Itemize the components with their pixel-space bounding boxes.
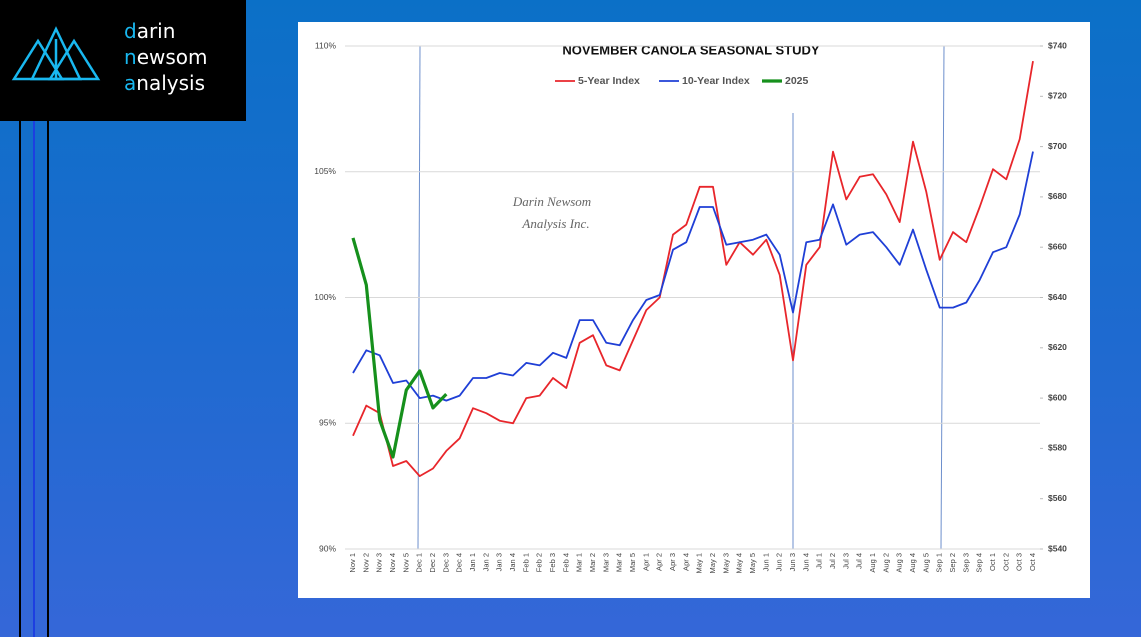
y-tick-label: 100% — [314, 292, 336, 302]
x-tick-label: Feb 2 — [535, 553, 544, 572]
x-tick-label: Sep 1 — [935, 553, 944, 573]
chart-panel — [298, 22, 1090, 598]
series-line — [352, 151, 1034, 402]
y2-tick-label: $620 — [1048, 342, 1067, 352]
x-tick-label: Dec 3 — [441, 553, 450, 573]
x-tick-label: Oct 3 — [1015, 553, 1024, 571]
x-tick-label: Jan 1 — [468, 553, 477, 571]
series-line — [351, 237, 448, 459]
x-tick-label: Mar 1 — [575, 553, 584, 572]
x-tick-label: Jun 2 — [775, 553, 784, 571]
x-tick-label: Oct 1 — [988, 553, 997, 571]
legend-label: 10-Year Index — [682, 75, 750, 87]
x-tick-label: Nov 4 — [388, 553, 397, 573]
x-tick-label: Oct 2 — [1001, 553, 1010, 571]
x-tick-label: Jul 1 — [815, 553, 824, 569]
logo-word: darin — [124, 19, 176, 43]
watermark: Darin Newsom — [512, 194, 591, 209]
y2-tick-label: $740 — [1048, 40, 1067, 50]
x-tick-label: Apr 3 — [668, 553, 677, 571]
chart-title: NOVEMBER CANOLA SEASONAL STUDY — [562, 42, 819, 57]
x-tick-label: Jul 3 — [841, 553, 850, 569]
x-tick-label: Aug 3 — [895, 553, 904, 573]
x-tick-label: Feb 1 — [521, 553, 530, 572]
y2-tick-label: $720 — [1048, 91, 1067, 101]
x-tick-label: Dec 4 — [455, 553, 464, 573]
y-tick-label: 90% — [319, 543, 336, 553]
x-tick-label: Jan 3 — [495, 553, 504, 571]
legend-label: 5-Year Index — [578, 75, 640, 87]
y2-tick-label: $580 — [1048, 443, 1067, 453]
watermark: Analysis Inc. — [521, 216, 589, 231]
x-tick-label: Aug 4 — [908, 553, 917, 573]
x-tick-label: Oct 4 — [1028, 553, 1037, 571]
x-tick-label: May 4 — [735, 553, 744, 573]
x-tick-label: Jun 1 — [761, 553, 770, 571]
x-tick-label: Feb 4 — [561, 553, 570, 572]
x-tick-label: Aug 5 — [921, 553, 930, 573]
x-tick-label: Apr 2 — [655, 553, 664, 571]
y2-tick-label: $560 — [1048, 493, 1067, 503]
series-line — [352, 60, 1034, 477]
x-tick-label: Sep 2 — [948, 553, 957, 573]
x-tick-label: Sep 4 — [975, 553, 984, 573]
y2-tick-label: $700 — [1048, 141, 1067, 151]
y2-tick-label: $660 — [1048, 241, 1067, 251]
x-tick-label: Jun 3 — [788, 553, 797, 571]
x-tick-label: Nov 2 — [361, 553, 370, 573]
y2-tick-label: $600 — [1048, 392, 1067, 402]
x-tick-label: Nov 1 — [348, 553, 357, 573]
x-tick-label: Jan 2 — [481, 553, 490, 571]
logo-word: analysis — [124, 71, 205, 95]
x-tick-label: Jul 2 — [828, 553, 837, 569]
x-tick-label: May 5 — [748, 553, 757, 573]
logo-mark — [11, 26, 101, 81]
y2-tick-label: $540 — [1048, 543, 1067, 553]
x-tick-label: Jan 4 — [508, 553, 517, 571]
x-tick-label: Aug 1 — [868, 553, 877, 573]
x-tick-label: Nov 3 — [375, 553, 384, 573]
x-tick-label: Sep 3 — [961, 553, 970, 573]
x-tick-label: Jul 4 — [855, 553, 864, 569]
x-tick-label: Jun 4 — [801, 553, 810, 571]
legend-label: 2025 — [785, 75, 809, 87]
x-tick-label: Mar 2 — [588, 553, 597, 572]
x-tick-label: Apr 4 — [681, 553, 690, 571]
y-tick-label: 105% — [314, 166, 336, 176]
x-tick-label: May 2 — [708, 553, 717, 573]
x-tick-label: May 3 — [721, 553, 730, 573]
x-tick-label: Mar 5 — [628, 553, 637, 572]
y2-tick-label: $640 — [1048, 292, 1067, 302]
y-tick-label: 110% — [315, 40, 337, 50]
x-tick-label: Apr 1 — [641, 553, 650, 571]
x-tick-label: Aug 2 — [881, 553, 890, 573]
x-tick-label: Dec 1 — [415, 553, 424, 573]
x-tick-label: Feb 3 — [548, 553, 557, 572]
x-tick-label: May 1 — [695, 553, 704, 573]
x-tick-label: Dec 2 — [428, 553, 437, 573]
y2-tick-label: $680 — [1048, 191, 1067, 201]
y-tick-label: 95% — [319, 418, 336, 428]
x-tick-label: Mar 3 — [601, 553, 610, 572]
logo: darin newsom analysis — [0, 0, 246, 121]
x-tick-label: Nov 5 — [401, 553, 410, 573]
logo-word: newsom — [124, 45, 208, 69]
x-tick-label: Mar 4 — [615, 553, 624, 572]
